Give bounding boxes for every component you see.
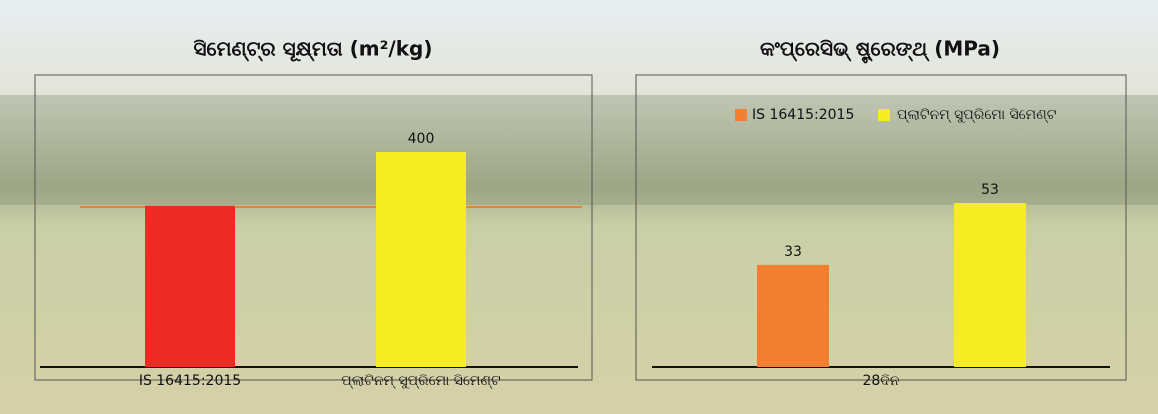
legend-swatch bbox=[735, 109, 747, 121]
value-label: 53 bbox=[981, 182, 999, 198]
value-label: 400 bbox=[408, 131, 435, 147]
bar bbox=[376, 152, 466, 367]
bar bbox=[954, 203, 1026, 367]
legend-label: ପ୍ଲାଟିନମ୍ ସୁପ୍ରିମୋ ସିମେଣ୍ଟ bbox=[897, 107, 1056, 123]
x-tick-label: ପ୍ଲାଟିନମ୍ ସୁପ୍ରିମୋ ସିମେଣ୍ଟ bbox=[341, 373, 500, 389]
chart-title: ସିମେଣ୍ଟ୍‌ର ସୂକ୍ଷ୍ମତା (m²/kg) bbox=[193, 37, 432, 63]
legend-swatch bbox=[878, 109, 890, 121]
chart-title: କଂପ୍ରେସିଭ୍ ଷ୍ଟ୍ରେଙ୍ଥ୍ (MPa) bbox=[760, 37, 1000, 64]
x-tick-label: IS 16415:2015 bbox=[139, 373, 241, 389]
x-tick-label: 28ଦିନ bbox=[862, 373, 899, 389]
legend-label: IS 16415:2015 bbox=[752, 107, 854, 123]
value-label: 33 bbox=[784, 244, 802, 260]
page: ସିମେଣ୍ଟ୍‌ର ସୂକ୍ଷ୍ମତା (m²/kg) IS 16415:201… bbox=[0, 0, 1158, 414]
infographic: ସିମେଣ୍ଟ୍‌ର ସୂକ୍ଷ୍ମତା (m²/kg) IS 16415:201… bbox=[0, 0, 1158, 414]
bar bbox=[145, 206, 235, 367]
bar bbox=[757, 265, 829, 367]
